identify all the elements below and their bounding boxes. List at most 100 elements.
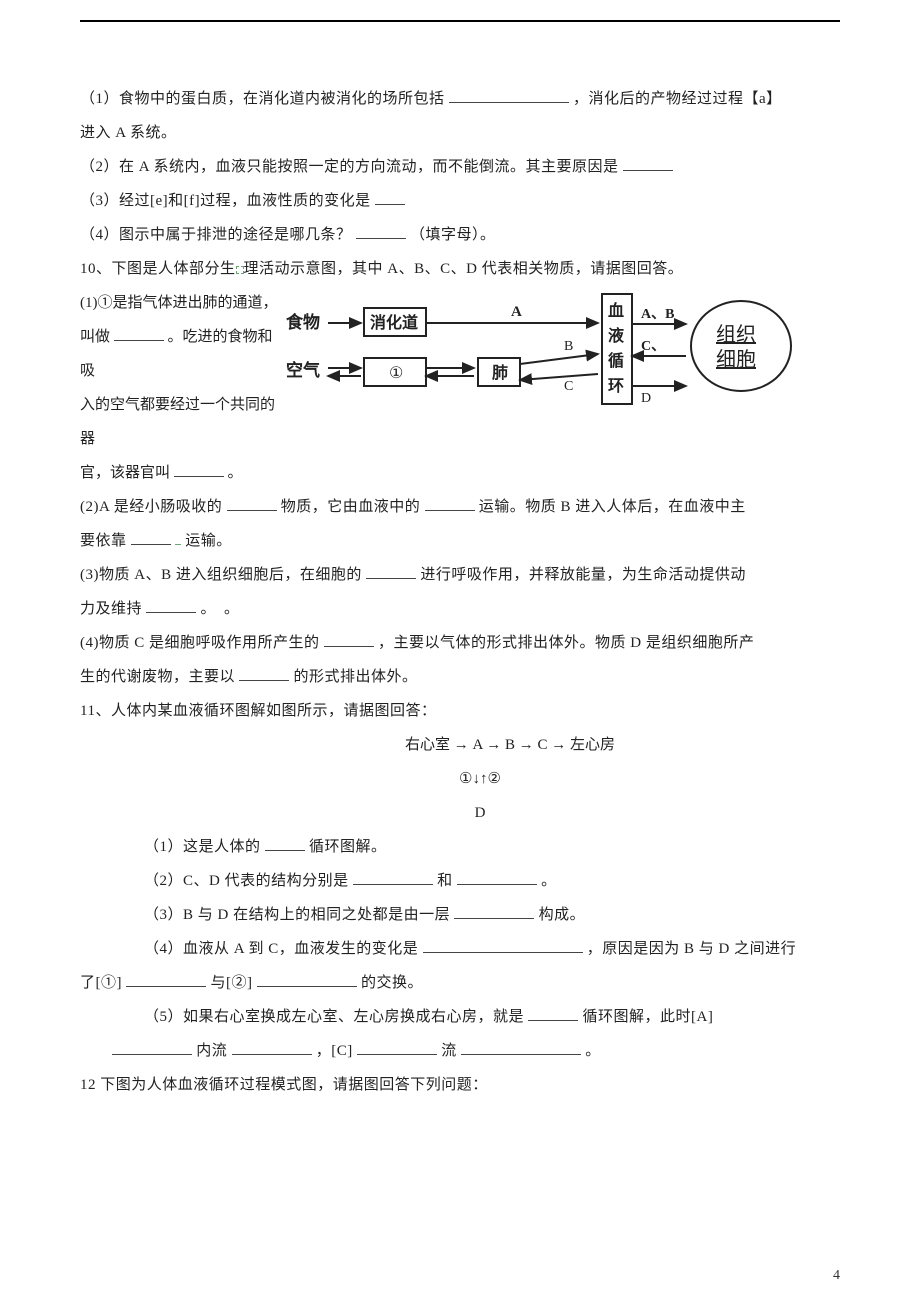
blank bbox=[356, 224, 406, 239]
q10-l4b: 。 bbox=[228, 465, 243, 481]
q11-l6: （5）如果右心室换成左心室、左心房换成右心房，就是 循环图解，此时[A] bbox=[80, 1000, 840, 1034]
label-D: D bbox=[641, 391, 651, 406]
blank bbox=[528, 1006, 578, 1021]
blank bbox=[454, 904, 534, 919]
q11-l4: （4）血液从 A 到 C，血液发生的变化是 ，原因是因为 B 与 D 之间进行 bbox=[80, 932, 840, 966]
q1-line5: （4）图示中属于排泄的途径是哪几条？ （填字母）。 bbox=[80, 218, 840, 252]
q11-l5b: 与[②] bbox=[211, 975, 257, 991]
q10-l5b: 物质，它由血液中的 bbox=[281, 499, 421, 515]
q10-l9: (4)物质 C 是细胞呼吸作用所产生的 ，主要以气体的形式排出体外。物质 D 是… bbox=[80, 626, 840, 660]
blank bbox=[227, 496, 277, 511]
blank bbox=[112, 1040, 192, 1055]
q11-arrows: ①↓↑② bbox=[80, 762, 840, 796]
q1-line4-a: （3）经过[e]和[f]过程，血液性质的变化是 bbox=[80, 193, 371, 209]
cell-circle bbox=[691, 301, 791, 391]
q10-l5: (2)A 是经小肠吸收的 物质，它由血液中的 运输。物质 B 进入人体后，在血液… bbox=[80, 490, 840, 524]
blank bbox=[265, 836, 305, 851]
q10-intro: 10、下图是人体部分生理活动示意图，其中 A、B、C、D 代表相关物质，请据图回… bbox=[80, 252, 840, 286]
label-digest: 消化道 bbox=[370, 313, 418, 332]
label-blood3: 循 bbox=[608, 351, 624, 370]
label-tissue1: 组织 bbox=[716, 323, 756, 346]
q10-l9a: (4)物质 C 是细胞呼吸作用所产生的 bbox=[80, 635, 320, 651]
q1-line1: （1）食物中的蛋白质，在消化道内被消化的场所包括 ，消化后的产物经过过程【a】 bbox=[80, 82, 840, 116]
label-blood1: 血 bbox=[608, 301, 624, 320]
mark-icon bbox=[236, 266, 244, 274]
q1-line3-a: （2）在 A 系统内，血液只能按照一定的方向流动，而不能倒流。其主要原因是 bbox=[80, 159, 619, 175]
q10-l5a: (2)A 是经小肠吸收的 bbox=[80, 499, 222, 515]
blank bbox=[623, 156, 673, 171]
q11-l6b: 循环图解，此时[A] bbox=[583, 1009, 714, 1025]
top-rule bbox=[80, 20, 840, 22]
blank bbox=[449, 88, 569, 103]
q11-l1b: 循环图解。 bbox=[309, 839, 387, 855]
q10-l4a: 官，该器官叫 bbox=[80, 465, 170, 481]
q11-intro: 11、人体内某血液循环图解如图所示，请据图回答： bbox=[80, 694, 840, 728]
label-B: B bbox=[564, 339, 573, 354]
q11-l7d: 。 bbox=[585, 1043, 601, 1059]
blank bbox=[353, 870, 433, 885]
q11-l2b: 和 bbox=[437, 873, 453, 889]
blank bbox=[357, 1040, 437, 1055]
blank bbox=[114, 326, 164, 341]
blank bbox=[232, 1040, 312, 1055]
document-page: （1）食物中的蛋白质，在消化道内被消化的场所包括 ，消化后的产物经过过程【a】 … bbox=[0, 0, 920, 1302]
q10-l7b: 进行呼吸作用，并释放能量，为生命活动提供动 bbox=[420, 567, 746, 583]
label-air: 空气 bbox=[286, 360, 320, 380]
blank bbox=[461, 1040, 581, 1055]
blank bbox=[375, 190, 405, 205]
blank bbox=[257, 972, 357, 987]
q10-l6: 要依靠 运输。 bbox=[80, 524, 840, 558]
blank bbox=[131, 530, 171, 545]
label-blood4: 环 bbox=[608, 377, 624, 395]
q11-l1: （1）这是人体的 循环图解。 bbox=[80, 830, 840, 864]
label-blood2: 液 bbox=[608, 326, 625, 345]
page-number: 4 bbox=[833, 1268, 840, 1284]
q11-l7c: 流 bbox=[441, 1043, 457, 1059]
q10-l6b: 运输。 bbox=[185, 533, 232, 549]
q11-l5a: 了[①] bbox=[80, 975, 126, 991]
label-cc: C、 bbox=[641, 339, 665, 354]
blank bbox=[324, 632, 374, 647]
q1-line1-b: ，消化后的产物经过过程【a】 bbox=[573, 91, 782, 107]
q10-l9b: ，主要以气体的形式排出体外。物质 D 是组织细胞所产 bbox=[378, 635, 754, 651]
q11-flow: 右心室 → A → B → C → 左心房 bbox=[80, 728, 840, 762]
q10-l5c: 运输。物质 B 进入人体后，在血液中主 bbox=[479, 499, 746, 515]
q10-l8a: 力及维持 bbox=[80, 601, 142, 617]
q10-l3: 入的空气都要经过一个共同的器 bbox=[80, 388, 280, 456]
q11-l1a: （1）这是人体的 bbox=[144, 839, 261, 855]
blank bbox=[126, 972, 206, 987]
diagram-svg: 食物 消化道 空气 ① A bbox=[286, 286, 826, 416]
blank bbox=[174, 462, 224, 477]
q11-l2c: 。 bbox=[541, 873, 557, 889]
label-food: 食物 bbox=[286, 312, 320, 332]
q11-l2: （2）C、D 代表的结构分别是 和 。 bbox=[80, 864, 840, 898]
physiology-diagram: 食物 消化道 空气 ① A bbox=[286, 286, 840, 421]
q10-l8: 力及维持 。 。 bbox=[80, 592, 840, 626]
q10-l8b: 。 。 bbox=[201, 601, 240, 617]
blank bbox=[425, 496, 475, 511]
q10-l10b: 的形式排出体外。 bbox=[294, 669, 418, 685]
q10-l10: 生的代谢废物，主要以 的形式排出体外。 bbox=[80, 660, 840, 694]
q10-l7a: (3)物质 A、B 进入组织细胞后，在细胞的 bbox=[80, 567, 362, 583]
blank bbox=[423, 938, 583, 953]
q12: 12 下图为人体血液循环过程模式图，请据图回答下列问题： bbox=[80, 1068, 840, 1102]
q1-line5-b: （填字母）。 bbox=[410, 227, 496, 243]
blank bbox=[239, 666, 289, 681]
q10-l2a: 叫做 bbox=[80, 329, 110, 345]
q11-l2a: （2）C、D 代表的结构分别是 bbox=[144, 873, 349, 889]
q11-l4b: ，原因是因为 B 与 D 之间进行 bbox=[587, 941, 796, 957]
label-ab: A、B bbox=[641, 307, 674, 322]
blank bbox=[146, 598, 196, 613]
q1-line2: 进入 A 系统。 bbox=[80, 116, 840, 150]
q11-l3a: （3）B 与 D 在结构上的相同之处都是由一层 bbox=[144, 907, 450, 923]
label-one: ① bbox=[389, 365, 403, 382]
blank bbox=[366, 564, 416, 579]
q10-row: (1)①是指气体进出肺的通道， 叫做 。吃进的食物和吸 入的空气都要经过一个共同… bbox=[80, 286, 840, 490]
label-tissue2: 细胞 bbox=[716, 348, 756, 371]
q10-left-text: (1)①是指气体进出肺的通道， 叫做 。吃进的食物和吸 入的空气都要经过一个共同… bbox=[80, 286, 280, 490]
q10-l6a: 要依靠 bbox=[80, 533, 127, 549]
q11-l3b: 构成。 bbox=[539, 907, 586, 923]
label-A: A bbox=[511, 304, 522, 320]
q10-l10a: 生的代谢废物，主要以 bbox=[80, 669, 235, 685]
q11-l3: （3）B 与 D 在结构上的相同之处都是由一层 构成。 bbox=[80, 898, 840, 932]
